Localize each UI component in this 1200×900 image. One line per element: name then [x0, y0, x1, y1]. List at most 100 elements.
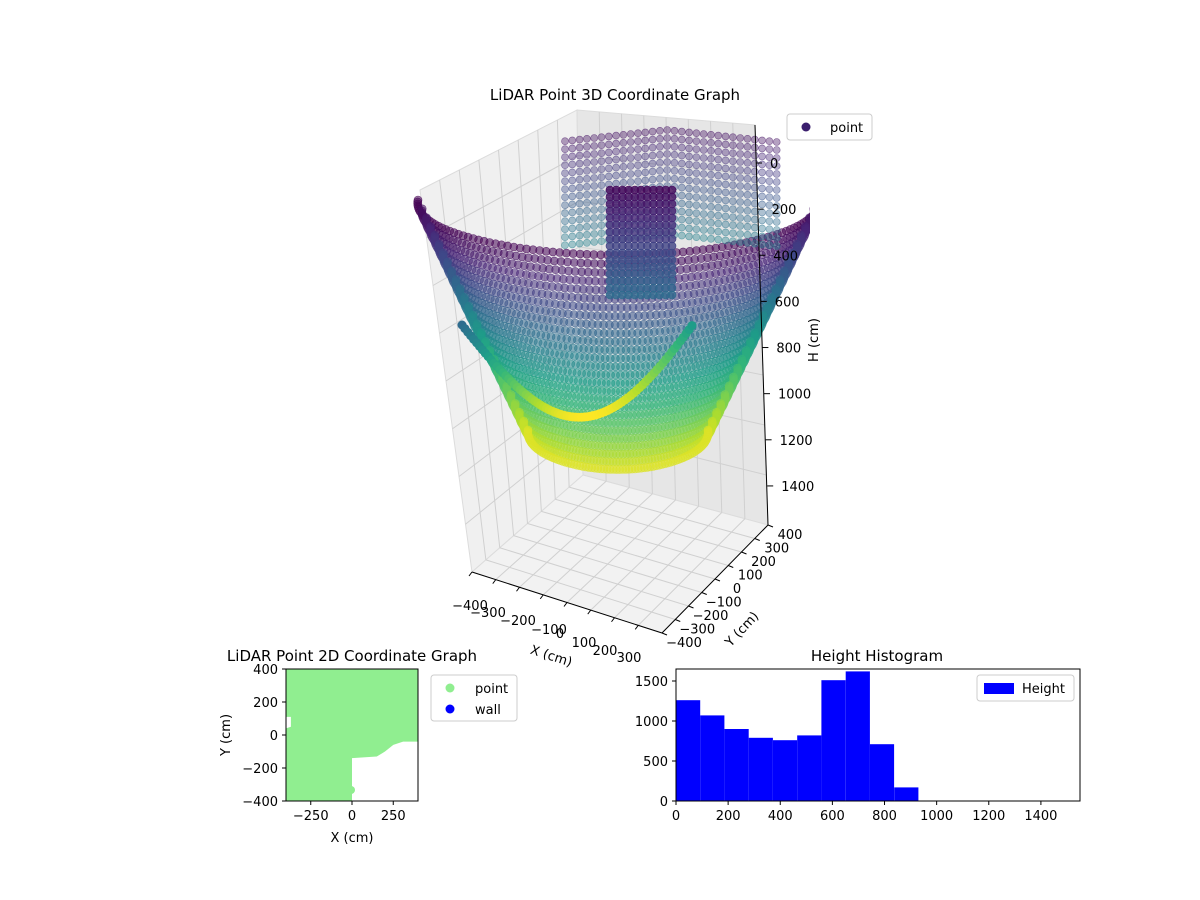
cloud-point [619, 155, 628, 163]
cloud-point [743, 199, 752, 207]
cloud-point [472, 319, 482, 329]
cloud-point [721, 140, 730, 149]
cloud-point [729, 165, 737, 173]
histogram-bar [676, 700, 701, 801]
cloud-point [692, 193, 701, 201]
cloud-point [568, 200, 577, 209]
cloud-point [772, 194, 781, 202]
cloud-point [729, 181, 737, 189]
cloud-point [583, 223, 591, 231]
cloud-point [729, 173, 737, 181]
y-tick-3d [767, 524, 774, 528]
cloud-point [447, 266, 457, 276]
cloud-point [692, 137, 701, 145]
cloud-point [765, 233, 774, 241]
cloud-point [743, 215, 752, 223]
cloud-point [590, 230, 599, 238]
cloud-point [758, 144, 766, 153]
cloud-point [597, 165, 606, 173]
cloud-point [814, 198, 822, 206]
cloud-point [597, 213, 606, 221]
legend-2d-label-point: point [475, 682, 508, 697]
cloud-point [743, 183, 752, 191]
histogram-bar [821, 680, 846, 801]
cloud-point [575, 167, 584, 176]
cloud-point [809, 211, 810, 214]
cloud-point [604, 172, 613, 181]
cloud-point [443, 257, 452, 267]
cloud-point [590, 238, 599, 246]
cloud-point [663, 150, 672, 158]
cloud-point [677, 231, 686, 240]
legend-histogram: Height [976, 674, 1075, 702]
cloud-point [663, 134, 672, 142]
y-tick-3d [688, 605, 694, 609]
cloud-point [743, 135, 752, 143]
cloud-point [758, 184, 766, 193]
cloud-point [714, 155, 723, 164]
x-tick-label-2d: −250 [293, 809, 329, 824]
cloud-point [634, 153, 642, 161]
x-tick-label-3d: 200 [593, 644, 618, 659]
cloud-point [656, 167, 664, 175]
cloud-point [699, 146, 708, 154]
cloud-point [612, 155, 620, 164]
cloud-point [772, 226, 781, 234]
y-axis-label-2d: Y (cm) [219, 714, 234, 757]
cloud-point [568, 232, 577, 241]
x-tick-label-3d: 300 [617, 651, 642, 666]
cloud-point [707, 163, 715, 171]
cloud-point [677, 127, 686, 136]
cloud-point [677, 191, 686, 200]
cloud-point [677, 199, 686, 208]
cloud-point [721, 220, 730, 229]
cloud-point [583, 135, 591, 143]
cloud-point [612, 163, 620, 172]
cloud-point [426, 222, 436, 231]
cloud-point [714, 203, 723, 212]
cloud-point [619, 147, 628, 155]
cloud-point [685, 152, 693, 161]
cloud-point [750, 143, 759, 152]
grid-line-3d [637, 518, 746, 626]
cloud-point [641, 136, 650, 145]
cloud-point [736, 142, 745, 150]
cloud-point [656, 175, 664, 183]
x-tick-3d [516, 586, 520, 592]
cloud-point [699, 130, 708, 138]
cloud-point [590, 222, 599, 230]
cloud-point [575, 207, 584, 216]
cloud-point [721, 180, 730, 189]
cloud-point [583, 183, 591, 191]
cloud-point [736, 214, 745, 222]
cloud-point [670, 143, 679, 151]
y-tick-3d [661, 632, 668, 636]
cloud-point [809, 213, 810, 220]
cloud-point [811, 210, 819, 218]
y-tick-label-2d: 0 [270, 729, 278, 744]
cloud-point [677, 215, 686, 224]
cloud-point [699, 210, 708, 218]
cloud-point [721, 236, 730, 245]
cloud-point [468, 310, 478, 320]
cloud-point [750, 159, 759, 168]
histogram-bars [676, 671, 919, 801]
cloud-point [597, 133, 606, 141]
z-tick-label-3d: 1400 [781, 480, 814, 495]
y-tick-label-2d: 400 [253, 663, 278, 678]
cloud-point [743, 151, 752, 159]
cloud-point [590, 182, 599, 190]
cloud-point [765, 145, 774, 153]
cloud-point [597, 149, 606, 157]
cloud-point [575, 215, 584, 224]
cloud-point [758, 224, 766, 233]
cloud-point [685, 184, 693, 193]
cloud-point [692, 209, 701, 217]
cloud-point [699, 218, 708, 226]
x-axis-label-2d: X (cm) [331, 831, 374, 846]
cloud-point [677, 151, 686, 160]
cloud-point [699, 194, 708, 202]
cloud-point [721, 164, 730, 173]
cloud-point [699, 186, 708, 194]
